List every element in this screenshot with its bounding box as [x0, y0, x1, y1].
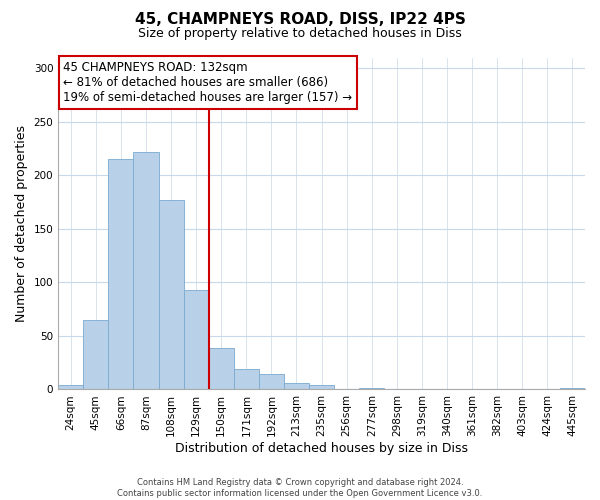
Bar — [234, 369, 259, 390]
Bar — [83, 320, 109, 390]
Text: Size of property relative to detached houses in Diss: Size of property relative to detached ho… — [138, 28, 462, 40]
Bar — [560, 388, 585, 390]
Bar — [209, 348, 234, 390]
Bar — [359, 388, 385, 390]
Bar — [158, 200, 184, 390]
Bar — [259, 374, 284, 390]
Text: 45 CHAMPNEYS ROAD: 132sqm
← 81% of detached houses are smaller (686)
19% of semi: 45 CHAMPNEYS ROAD: 132sqm ← 81% of detac… — [64, 61, 353, 104]
Text: Contains HM Land Registry data © Crown copyright and database right 2024.
Contai: Contains HM Land Registry data © Crown c… — [118, 478, 482, 498]
Y-axis label: Number of detached properties: Number of detached properties — [15, 125, 28, 322]
Bar — [109, 159, 133, 390]
Bar — [184, 290, 209, 390]
Bar — [284, 383, 309, 390]
Bar — [58, 385, 83, 390]
Bar — [133, 152, 158, 390]
X-axis label: Distribution of detached houses by size in Diss: Distribution of detached houses by size … — [175, 442, 468, 455]
Text: 45, CHAMPNEYS ROAD, DISS, IP22 4PS: 45, CHAMPNEYS ROAD, DISS, IP22 4PS — [134, 12, 466, 28]
Bar — [309, 385, 334, 390]
